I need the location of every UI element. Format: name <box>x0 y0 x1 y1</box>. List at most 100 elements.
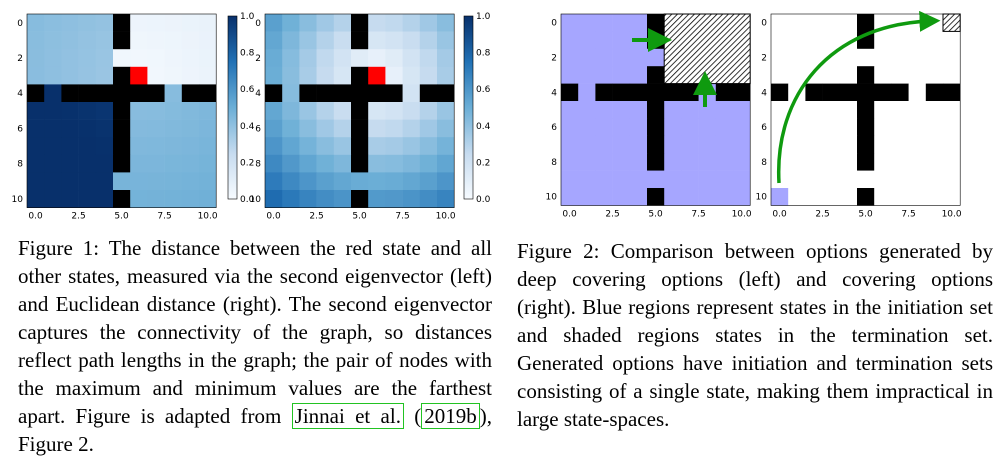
heatmap-cell <box>316 66 335 85</box>
heatmap-cell <box>265 84 283 103</box>
heatmap-cell <box>113 119 131 138</box>
heatmap-cell <box>181 49 200 68</box>
grid-cell <box>891 188 909 206</box>
colorbar-tick-label: 0.8 <box>476 49 491 59</box>
heatmap-cell <box>368 137 386 156</box>
grid-cell <box>647 101 665 119</box>
grid-cell <box>771 48 789 67</box>
y-tick-label: 0 <box>255 19 261 29</box>
heatmap-cell <box>78 190 97 208</box>
heatmap-cell <box>113 172 131 191</box>
grid-cell <box>874 170 892 189</box>
heatmap-cell <box>95 102 114 120</box>
grid-cell <box>891 83 909 102</box>
grid-cell <box>578 188 596 206</box>
grid-cell <box>822 66 841 84</box>
grid-cell <box>561 153 579 171</box>
grid-cell <box>805 14 823 32</box>
heatmap-cell <box>437 14 455 32</box>
heatmap-cell <box>95 84 114 103</box>
heatmap-cell <box>199 66 217 85</box>
heatmap-cell <box>164 137 183 156</box>
citation-link-author[interactable]: Jinnai et al. <box>291 403 404 429</box>
heatmap-cell <box>44 172 62 191</box>
heatmap-cell <box>316 84 335 103</box>
grid-cell <box>698 188 717 206</box>
grid-cell <box>943 31 961 50</box>
heatmap-cell <box>402 119 421 138</box>
grid-cell <box>733 66 751 84</box>
heatmap-cell <box>44 14 62 32</box>
grid-cell <box>733 118 751 137</box>
y-tick-label: 8 <box>17 160 23 170</box>
heatmap-cell <box>299 119 317 138</box>
heatmap-cell <box>282 49 300 68</box>
heatmap-cell <box>27 154 45 173</box>
heatmap-cell <box>368 14 386 32</box>
heatmap-cell <box>61 137 79 156</box>
heatmap-cell <box>299 154 317 173</box>
grid-cell <box>698 118 717 137</box>
heatmap-cell <box>299 172 317 191</box>
heatmap-cell <box>61 66 79 85</box>
heatmap-cell <box>181 172 200 191</box>
heatmap-cell <box>113 66 131 85</box>
grid-cell <box>857 101 875 119</box>
figure-1-caption-text: The distance between the red state and a… <box>18 236 492 428</box>
heatmap-cell <box>27 84 45 103</box>
heatmap-cell <box>27 102 45 120</box>
grid-cell <box>822 101 841 119</box>
grid-cell <box>698 170 717 189</box>
y-tick-label: 4 <box>17 89 23 99</box>
heatmap-cell <box>282 172 300 191</box>
grid-cell <box>874 101 892 119</box>
grid-cell <box>874 31 892 50</box>
heatmap-cell <box>351 137 369 156</box>
grid-cell <box>681 83 699 102</box>
heatmap-cell <box>385 154 403 173</box>
heatmap-cell <box>95 31 114 50</box>
grid-cell <box>908 135 927 154</box>
heatmap-cell <box>368 31 386 50</box>
grid-cell <box>681 66 699 84</box>
euclidean-heatmap <box>264 13 455 208</box>
y-tick-label: 10 <box>546 193 558 203</box>
heatmap-cell <box>147 190 165 208</box>
heatmap-cell <box>113 190 131 208</box>
grid-cell <box>925 83 944 102</box>
x-tick-label: 0.0 <box>562 209 577 219</box>
heatmap-cell <box>113 84 131 103</box>
grid-cell <box>733 48 751 67</box>
heatmap-cell <box>437 84 455 103</box>
grid-cell <box>822 14 841 32</box>
heatmap-cell <box>113 31 131 50</box>
heatmap-cell <box>299 14 317 32</box>
grid-cell <box>715 48 734 67</box>
grid-cell <box>629 48 648 67</box>
colorbar-tick-label: 0.0 <box>476 195 491 205</box>
grid-cell <box>857 48 875 67</box>
heatmap-cell <box>385 49 403 68</box>
heatmap-cell <box>282 102 300 120</box>
grid-cell <box>578 31 596 50</box>
grid-cell <box>908 31 927 50</box>
grid-cell <box>647 14 665 32</box>
heatmap-cell <box>333 137 352 156</box>
heatmap-cell <box>419 84 438 103</box>
heatmap-cell <box>316 119 335 138</box>
heatmap-cell <box>130 154 148 173</box>
heatmap-cell <box>113 49 131 68</box>
grid-cell <box>578 66 596 84</box>
heatmap-cell <box>164 172 183 191</box>
heatmap-cell <box>27 190 45 208</box>
heatmap-cell <box>351 49 369 68</box>
heatmap-cell <box>147 84 165 103</box>
grid-cell <box>822 118 841 137</box>
grid-cell <box>698 66 717 84</box>
heatmap-cell <box>113 154 131 173</box>
grid-cell <box>908 118 927 137</box>
citation-link-year[interactable]: 2019b <box>421 403 480 429</box>
colorbar-tick-label: 0.6 <box>240 85 255 95</box>
heatmap-cell <box>265 137 283 156</box>
x-tick-label: 2.5 <box>815 209 829 219</box>
